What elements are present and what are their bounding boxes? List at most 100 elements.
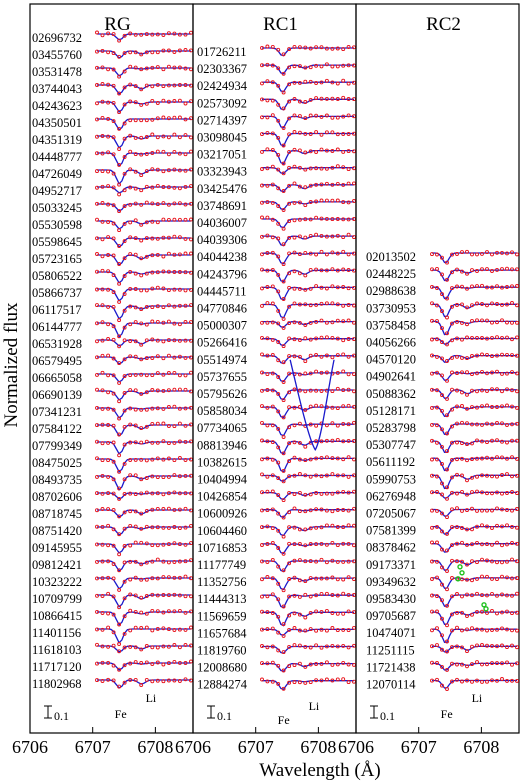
flux-point bbox=[122, 442, 127, 447]
flux-point bbox=[308, 662, 313, 667]
flux-point bbox=[352, 235, 356, 240]
flux-point bbox=[319, 182, 324, 187]
flux-point bbox=[319, 147, 324, 152]
flux-point bbox=[346, 541, 351, 546]
flux-point bbox=[465, 249, 469, 254]
flux-point bbox=[308, 46, 313, 51]
flux-point bbox=[100, 524, 105, 529]
flux-point bbox=[445, 467, 449, 472]
flux-point bbox=[106, 559, 111, 564]
flux-point bbox=[460, 441, 464, 446]
flux-point bbox=[117, 344, 122, 349]
flux-point bbox=[341, 338, 346, 343]
flux-point bbox=[500, 421, 504, 426]
flux-point bbox=[100, 134, 105, 138]
flux-point bbox=[122, 544, 127, 548]
flux-point bbox=[260, 457, 264, 462]
model-line bbox=[432, 337, 517, 345]
flux-point bbox=[346, 645, 351, 650]
model-line bbox=[432, 491, 517, 499]
flux-point bbox=[430, 577, 434, 581]
flux-point bbox=[319, 216, 324, 221]
flux-point bbox=[265, 645, 270, 650]
model-line bbox=[432, 560, 517, 571]
flux-point bbox=[122, 85, 127, 90]
flux-point bbox=[346, 303, 351, 307]
flux-point bbox=[475, 560, 479, 565]
model-line bbox=[262, 64, 354, 75]
observed-points bbox=[95, 132, 193, 151]
flux-point bbox=[505, 508, 509, 512]
flux-point bbox=[260, 559, 264, 564]
flux-point bbox=[155, 354, 160, 359]
flux-point bbox=[155, 440, 160, 445]
flux-point bbox=[297, 509, 302, 514]
model-line bbox=[262, 645, 354, 654]
panels-group: RG02696732034557600353147803744043042436… bbox=[12, 3, 520, 757]
flux-point bbox=[133, 524, 138, 529]
flux-point bbox=[292, 320, 297, 325]
flux-point bbox=[303, 644, 308, 649]
flux-point bbox=[324, 78, 329, 83]
flux-point bbox=[460, 594, 464, 599]
flux-point bbox=[276, 152, 281, 157]
flux-point bbox=[314, 215, 319, 220]
flux-point bbox=[95, 661, 99, 666]
flux-point bbox=[455, 421, 459, 426]
flux-point bbox=[172, 458, 177, 463]
star-label: 04243796 bbox=[197, 267, 247, 281]
flux-point bbox=[265, 610, 270, 615]
flux-point bbox=[308, 97, 313, 102]
observed-points bbox=[260, 625, 356, 638]
flux-point bbox=[470, 318, 474, 323]
flux-point bbox=[435, 661, 439, 665]
flux-point bbox=[430, 422, 434, 427]
flux-point bbox=[111, 221, 116, 226]
flux-point bbox=[270, 576, 275, 581]
flux-point bbox=[265, 200, 270, 205]
observed-points bbox=[430, 489, 519, 501]
flux-point bbox=[128, 354, 133, 359]
flux-point bbox=[106, 625, 111, 630]
star-label: 09145955 bbox=[32, 541, 82, 555]
observed-points bbox=[430, 574, 519, 592]
flux-point bbox=[270, 489, 275, 494]
flux-point bbox=[100, 268, 105, 273]
flux-point bbox=[490, 387, 494, 392]
flux-point bbox=[303, 217, 308, 222]
flux-point bbox=[270, 164, 275, 169]
flux-point bbox=[346, 474, 351, 479]
flux-point bbox=[445, 359, 449, 363]
flux-point bbox=[308, 526, 313, 531]
flux-point bbox=[276, 135, 281, 140]
flux-point bbox=[111, 32, 116, 37]
flux-point bbox=[287, 474, 292, 479]
flux-point bbox=[177, 439, 182, 444]
star-label: 10716853 bbox=[197, 541, 247, 555]
flux-point bbox=[139, 647, 144, 652]
star-label: 07584122 bbox=[32, 422, 82, 436]
flux-point bbox=[500, 404, 504, 409]
flux-point bbox=[183, 251, 188, 256]
flux-point bbox=[475, 678, 479, 683]
flux-point bbox=[505, 423, 509, 427]
flux-point bbox=[515, 421, 519, 426]
flux-point bbox=[111, 643, 116, 648]
flux-point bbox=[270, 268, 275, 272]
observed-points bbox=[260, 591, 356, 609]
flux-point bbox=[470, 457, 474, 462]
flux-point bbox=[319, 268, 324, 273]
flux-point bbox=[430, 508, 434, 513]
flux-point bbox=[270, 80, 275, 85]
star-label: 05611192 bbox=[366, 455, 415, 469]
flux-point bbox=[276, 167, 281, 172]
flux-point bbox=[150, 679, 155, 684]
flux-point bbox=[189, 135, 193, 140]
flux-point bbox=[100, 151, 105, 156]
flux-point bbox=[260, 609, 264, 614]
flux-point bbox=[303, 116, 308, 121]
flux-point bbox=[139, 135, 144, 140]
flux-point bbox=[111, 253, 116, 258]
flux-point bbox=[335, 64, 340, 69]
flux-point bbox=[308, 337, 313, 342]
